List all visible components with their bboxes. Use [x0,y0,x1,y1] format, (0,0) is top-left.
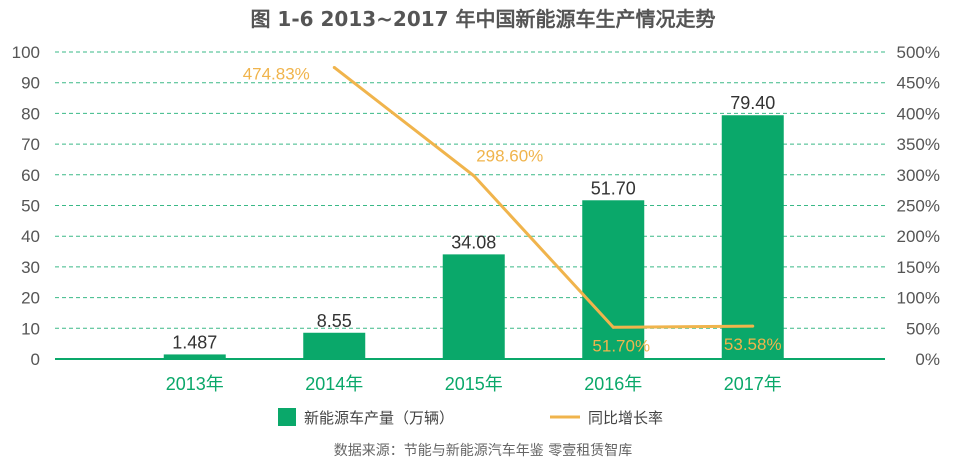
bar-data-label: 8.55 [317,311,352,331]
line-series: 474.83% 298.60% 51.70% 53.58% [243,64,782,355]
x-axis: 2013年 2014年 2015年 2016年 2017年 [166,374,782,394]
bar-data-label: 34.08 [451,232,496,252]
bar-series: 1.487 8.55 34.08 51.70 79.40 [163,93,784,359]
x-tick-label: 2017年 [724,374,782,394]
legend-label-bar: 新能源车产量（万辆） [304,409,454,427]
y-tick-label-right: 300% [897,166,940,185]
x-tick-label: 2014年 [305,374,363,394]
y-tick-label-right: 0% [915,350,940,369]
chart-title: 图 1-6 2013~2017 年中国新能源车生产情况走势 [250,7,715,31]
bar [303,332,366,359]
x-tick-label: 2015年 [445,374,503,394]
y-tick-label-left: 50 [21,197,40,216]
y-tick-label-left: 0 [31,350,40,369]
y-tick-label-left: 20 [21,289,40,308]
series-line [333,66,753,329]
y-tick-label-left: 80 [21,104,40,123]
y-tick-label-left: 10 [21,319,40,338]
legend-swatch-bar [278,408,296,426]
y-tick-label-right: 250% [897,197,940,216]
bar [582,200,645,359]
line-point [611,325,615,329]
y-tick-label-left: 60 [21,166,40,185]
y-tick-label-right: 100% [897,289,940,308]
bar-data-label: 51.70 [591,178,636,198]
x-tick-label: 2013年 [166,374,224,394]
y-tick-label-right: 50% [906,319,940,338]
line-point [472,174,476,178]
y-axis-left: 0 10 20 30 40 50 60 70 80 90 100 [12,43,40,369]
bar [721,115,784,359]
line-data-label: 474.83% [243,64,310,83]
bar-data-label: 1.487 [172,332,217,352]
y-tick-label-left: 90 [21,74,40,93]
y-tick-label-right: 400% [897,104,940,123]
y-tick-label-right: 450% [897,74,940,93]
line-data-label: 298.60% [476,147,543,166]
line-data-label: 53.58% [724,335,782,354]
y-tick-label-left: 30 [21,258,40,277]
y-axis-right: 0% 50% 100% 150% 200% 250% 300% 350% 400% 450% 500… [897,43,940,369]
x-tick-label: 2016年 [584,374,642,394]
legend: 新能源车产量（万辆） 同比增长率 [278,408,663,427]
source-note: 数据来源：节能与新能源汽车年鉴 零壹租赁智库 [334,442,632,459]
line-point [332,65,336,69]
y-tick-label-right: 150% [897,258,940,277]
bar [442,254,505,359]
bar [163,354,226,359]
y-tick-label-right: 350% [897,135,940,154]
line-point [751,324,755,328]
y-tick-label-right: 200% [897,227,940,246]
y-tick-label-left: 70 [21,135,40,154]
y-tick-label-left: 40 [21,227,40,246]
bar-data-label: 79.40 [730,93,775,113]
y-tick-label-right: 500% [897,43,940,62]
legend-label-line: 同比增长率 [588,409,663,427]
line-data-label: 51.70% [592,336,650,355]
y-tick-label-left: 100 [12,43,40,62]
